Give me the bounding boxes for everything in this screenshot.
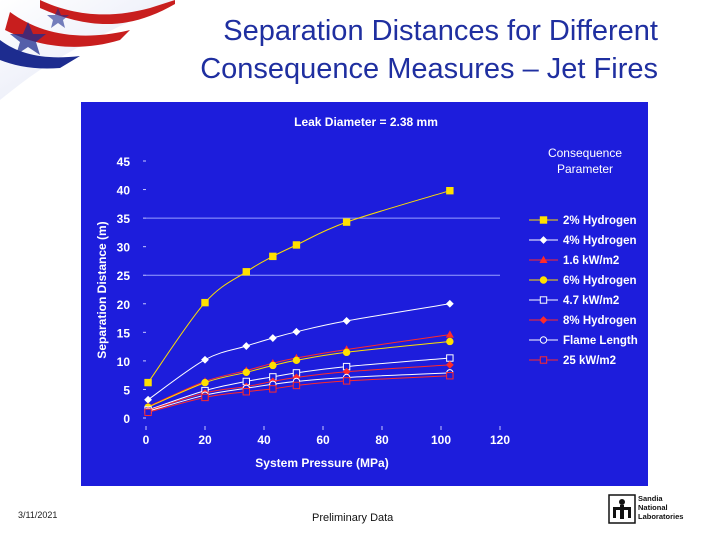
point-1-6-kw-m2-6	[445, 330, 454, 338]
point-6-hydrogen-3	[269, 361, 277, 370]
x-tick-label-0: 0	[143, 433, 150, 447]
y-tick-label-35: 35	[117, 212, 131, 226]
legend-label-1-6-kw-m2: 1.6 kW/m2	[563, 255, 619, 267]
x-tick-label-80: 80	[375, 433, 389, 447]
legend-marker-8-hydrogen	[539, 316, 548, 324]
legend-item-2-hydrogen: 2% Hydrogen	[529, 215, 637, 227]
y-tick-label-5: 5	[123, 383, 130, 397]
series-4-hydrogen	[144, 299, 454, 404]
legend-label-25-kw-m2: 25 kW/m2	[563, 355, 616, 367]
y-tick-label-45: 45	[117, 155, 131, 169]
point-4-hydrogen-5	[342, 317, 351, 325]
point-25-kw-m2-2	[242, 388, 251, 396]
x-tick-label-40: 40	[257, 433, 271, 447]
x-tick-label-20: 20	[198, 433, 212, 447]
legend-label-8-hydrogen: 8% Hydrogen	[563, 315, 637, 327]
legend-item-4-7-kw-m2: 4.7 kW/m2	[529, 295, 619, 307]
point-4-hydrogen-3	[268, 334, 277, 342]
series-layer	[144, 186, 454, 416]
point-6-hydrogen-2	[242, 368, 251, 377]
slide-title-line1: Separation Distances for Different	[223, 15, 658, 47]
legend: 2% Hydrogen 4% Hydrogen 1.6 kW/m2 6% Hydrog…	[529, 215, 638, 367]
point-4-hydrogen-1	[201, 355, 209, 364]
x-axis-label: System Pressure (MPa)	[255, 456, 388, 470]
slide-title: Separation Distances for Different Conse…	[98, 12, 658, 88]
sandia-logo-text: Sandia National Laboratories	[638, 494, 686, 521]
point-2-hydrogen-1	[201, 298, 209, 307]
point-2-hydrogen-2	[242, 268, 251, 276]
point-2-hydrogen-3	[269, 252, 277, 261]
footer-date: 3/11/2021	[18, 510, 58, 520]
y-tick-label-40: 40	[117, 184, 131, 198]
point-4-hydrogen-0	[144, 395, 152, 404]
legend-item-flame-length: Flame Length	[529, 335, 638, 347]
preliminary-data-note: Preliminary Data	[312, 512, 394, 524]
legend-label-2-hydrogen: 2% Hydrogen	[563, 215, 637, 227]
legend-marker-4-7-kw-m2	[539, 296, 548, 304]
y-tick-label-15: 15	[117, 326, 131, 340]
legend-item-8-hydrogen: 8% Hydrogen	[529, 315, 637, 327]
legend-item-25-kw-m2: 25 kW/m2	[529, 355, 616, 367]
point-25-kw-m2-6	[446, 372, 454, 380]
legend-marker-4-hydrogen	[539, 236, 548, 244]
legend-marker-25-kw-m2	[539, 356, 548, 364]
slide-title-line2: Consequence Measures – Jet Fires	[200, 53, 658, 85]
point-6-hydrogen-1	[201, 378, 209, 387]
point-6-hydrogen-5	[342, 348, 351, 357]
series-line-2-hydrogen	[147, 190, 450, 383]
x-tick-label-120: 120	[490, 433, 510, 447]
point-2-hydrogen-6	[446, 186, 454, 195]
jet-fire-separation-chart: Leak Diameter = 2.38 mm System Pressure …	[95, 115, 638, 470]
point-6-hydrogen-4	[292, 356, 301, 365]
point-2-hydrogen-5	[342, 218, 351, 226]
point-4-7-kw-m2-6	[446, 354, 454, 362]
point-25-kw-m2-4	[292, 381, 301, 390]
chart-title: Leak Diameter = 2.38 mm	[294, 115, 438, 129]
point-2-hydrogen-0	[144, 378, 152, 387]
logo-line-3: Laboratories	[638, 512, 684, 521]
logo-line-1: Sandia	[638, 494, 663, 503]
legend-item-4-hydrogen: 4% Hydrogen	[529, 235, 637, 247]
series-2-hydrogen	[144, 186, 454, 387]
legend-label-4-hydrogen: 4% Hydrogen	[563, 235, 637, 247]
x-tick-label-60: 60	[316, 433, 330, 447]
legend-label-flame-length: Flame Length	[563, 335, 638, 347]
point-8-hydrogen-6	[445, 360, 454, 369]
legend-marker-1-6-kw-m2	[539, 255, 548, 264]
x-tick-label-100: 100	[431, 433, 451, 447]
point-6-hydrogen-6	[446, 337, 454, 346]
legend-item-6-hydrogen: 6% Hydrogen	[529, 275, 637, 287]
legend-marker-2-hydrogen	[539, 216, 548, 224]
legend-title: Consequence	[548, 146, 622, 160]
point-25-kw-m2-1	[201, 393, 209, 402]
point-4-hydrogen-2	[242, 342, 251, 350]
series-25-kw-m2	[144, 372, 454, 416]
point-25-kw-m2-0	[144, 408, 152, 416]
legend-label-6-hydrogen: 6% Hydrogen	[563, 275, 637, 287]
y-tick-label-20: 20	[117, 298, 131, 312]
point-25-kw-m2-5	[342, 377, 351, 385]
legend-marker-flame-length	[539, 336, 548, 344]
chart-panel: Leak Diameter = 2.38 mm System Pressure …	[81, 102, 648, 486]
sandia-logo: Sandia National Laboratories	[608, 494, 686, 524]
point-4-hydrogen-6	[445, 299, 454, 308]
y-tick-label-25: 25	[117, 269, 131, 283]
y-axis-label: Separation Distance (m)	[95, 221, 109, 358]
legend-marker-6-hydrogen	[539, 276, 548, 284]
logo-line-2: National	[638, 503, 668, 512]
y-tick-label-0: 0	[123, 412, 130, 426]
grid-layer	[146, 217, 500, 276]
point-4-hydrogen-4	[292, 327, 301, 336]
legend-item-1-6-kw-m2: 1.6 kW/m2	[529, 255, 619, 267]
legend-label-4-7-kw-m2: 4.7 kW/m2	[563, 295, 619, 307]
flag-banner-graphic	[0, 0, 175, 100]
sandia-thunderbird-icon	[608, 494, 636, 524]
point-25-kw-m2-3	[269, 385, 277, 393]
point-2-hydrogen-4	[292, 241, 301, 249]
y-tick-label-30: 30	[117, 241, 131, 255]
axes-layer: Leak Diameter = 2.38 mm System Pressure …	[95, 115, 622, 470]
y-tick-label-10: 10	[117, 355, 131, 369]
legend-title-line2: Parameter	[557, 162, 613, 176]
